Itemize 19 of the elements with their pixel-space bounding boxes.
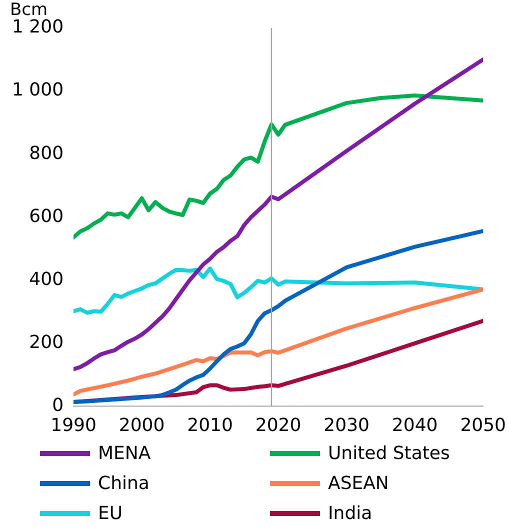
y-tick-label: 0 [52, 395, 64, 416]
y-tick-label: 200 [29, 332, 64, 354]
x-tick-label: 2030 [324, 414, 370, 436]
y-tick-label: 800 [29, 142, 64, 164]
y-tick-label: 1 000 [12, 80, 64, 101]
x-tick-label: 2050 [460, 414, 506, 436]
x-tick-label: 2010 [187, 414, 233, 436]
x-tick-label: 2040 [392, 414, 438, 436]
legend-label: United States [328, 442, 450, 464]
legend-label: India [328, 502, 372, 524]
legend-label: MENA [98, 442, 151, 464]
x-tick-label: 2000 [118, 414, 165, 436]
legend-label: ASEAN [328, 472, 389, 494]
y-tick-label: 400 [29, 268, 64, 290]
x-tick-label: 2020 [255, 414, 302, 436]
legend-label: China [98, 472, 150, 494]
legend-label: EU [98, 502, 123, 524]
y-tick-label: 600 [29, 206, 64, 227]
x-tick-label: 1990 [50, 414, 96, 436]
